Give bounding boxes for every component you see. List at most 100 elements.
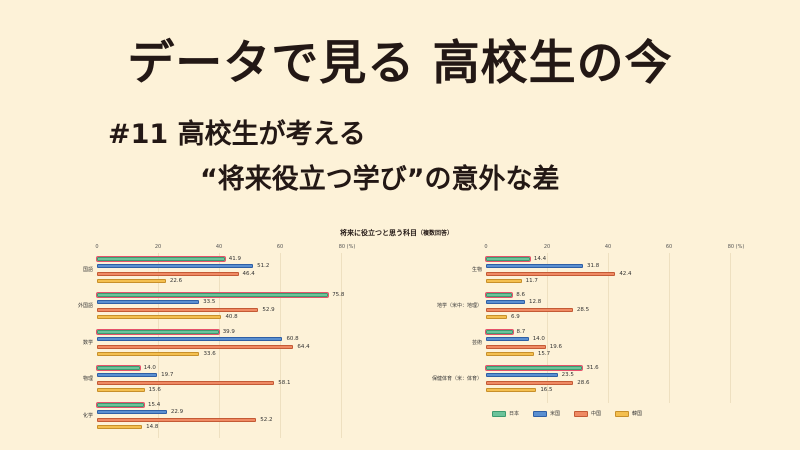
value-label: 52.2 [260, 416, 273, 423]
value-label: 41.9 [228, 256, 242, 262]
legend-item-china: 中国 [574, 410, 601, 417]
category-label: 生物 [471, 267, 482, 273]
value-label: 22.9 [170, 409, 184, 416]
value-label: 8.6 [516, 292, 525, 298]
value-label: 23.5 [561, 372, 574, 379]
bar-米国 [97, 337, 283, 342]
bar-日本 [485, 256, 531, 262]
category-label: 保健体育（米：体育） [431, 376, 482, 382]
legend-swatch-icon [492, 410, 506, 417]
value-label: 31.6 [586, 365, 599, 371]
value-label: 28.5 [576, 306, 590, 313]
bar-韓国 [97, 425, 143, 430]
bar-日本 [485, 329, 514, 335]
legend-label: 中国 [591, 411, 602, 417]
value-label: 28.6 [577, 379, 590, 386]
value-label: 40.8 [225, 314, 238, 321]
value-label: 15.4 [147, 402, 161, 408]
legend-label: 米国 [550, 411, 561, 417]
axis-tick-label: 20 [543, 244, 551, 250]
value-label: 22.6 [169, 278, 183, 285]
value-label: 46.4 [242, 270, 255, 277]
chart-title-text: 将来に役立つと思う科目 [340, 229, 417, 237]
bar-中国 [97, 417, 257, 422]
category-label: 地学（米中：地理） [436, 303, 482, 309]
bar-米国 [486, 373, 558, 378]
chart-title-note: （複数回答） [417, 230, 454, 237]
grid-line [730, 253, 731, 403]
value-label: 14.8 [146, 424, 159, 431]
bar-米国 [486, 300, 526, 305]
bar-韓国 [97, 315, 222, 320]
bar-米国 [97, 300, 200, 305]
bar-米国 [486, 264, 583, 269]
legend-swatch-icon [615, 410, 630, 417]
value-label: 6.9 [511, 314, 520, 321]
category-label: 物理 [82, 376, 93, 382]
value-label: 8.7 [516, 329, 526, 335]
value-label: 33.5 [203, 299, 216, 306]
legend-item-us: 米国 [533, 410, 560, 417]
category-label: 芸術 [471, 340, 482, 346]
value-label: 58.1 [278, 379, 291, 386]
axis-tick-label: 40 [215, 244, 223, 250]
bar-米国 [97, 373, 158, 378]
value-label: 51.2 [257, 263, 270, 270]
bar-韓国 [486, 352, 534, 357]
bar-日本 [96, 365, 141, 371]
bar-米国 [97, 410, 167, 415]
axis-tick-label: 80 (%) [338, 244, 356, 250]
bar-韓国 [97, 388, 145, 393]
bar-日本 [96, 329, 220, 335]
axis-tick-label: 60 [276, 244, 284, 250]
bar-韓国 [486, 388, 537, 393]
value-label: 11.7 [525, 278, 538, 285]
legend-item-japan: 日本 [492, 410, 519, 417]
value-label: 14.0 [532, 336, 545, 343]
value-label: 42.4 [619, 270, 632, 277]
subtitle-line-2: “将来役立つ学び”の意外な差 [200, 164, 560, 195]
bar-中国 [486, 344, 546, 349]
bar-米国 [97, 264, 254, 269]
axis-tick-label: 0 [95, 244, 99, 250]
grid-line [608, 253, 609, 403]
value-label: 15.6 [148, 387, 161, 394]
bar-中国 [486, 271, 616, 276]
bar-韓国 [97, 279, 166, 284]
bar-韓国 [97, 352, 200, 357]
axis-tick-label: 0 [484, 244, 488, 250]
bar-韓国 [486, 279, 522, 284]
axis-tick-label: 60 [665, 244, 673, 250]
bar-日本 [484, 365, 584, 371]
value-label: 14.0 [143, 365, 156, 371]
legend-swatch-icon [533, 410, 548, 417]
category-label: 化学 [82, 413, 93, 419]
bar-日本 [96, 402, 145, 408]
value-label: 12.8 [529, 299, 542, 306]
bar-中国 [486, 307, 573, 312]
bar-中国 [97, 380, 275, 385]
value-label: 31.8 [586, 263, 600, 270]
bar-日本 [95, 292, 330, 298]
legend-label: 韓国 [632, 411, 643, 417]
grid-line [341, 253, 342, 438]
chart-panel-right: 0 20 40 60 80 (%) 生物 14.4 31.8 42.4 11.7 地学（米中：地理）… [0, 244, 800, 434]
page-title: データで見る 高校生の今 [127, 36, 673, 91]
legend-item-korea: 韓国 [615, 410, 642, 417]
category-label: 国語 [82, 267, 93, 273]
bar-日本 [96, 256, 226, 262]
legend-label: 日本 [509, 411, 520, 417]
category-label: 外国語 [77, 303, 93, 309]
axis-tick-label: 20 [154, 244, 162, 250]
chart-panel-left: 0 20 40 60 80 (%) 国語 41.9 51.2 46.4 22.6 外国語 75.8 33… [0, 244, 400, 438]
bar-中国 [97, 271, 239, 276]
chart-title: 将来に役立つと思う科目（複数回答） [340, 228, 453, 238]
value-label: 19.6 [549, 343, 563, 350]
subtitle-line-1: #11 高校生が考える [108, 119, 366, 150]
value-label: 52.9 [262, 306, 275, 313]
value-label: 16.5 [540, 387, 553, 394]
bar-日本 [484, 292, 514, 298]
bar-米国 [486, 337, 529, 342]
bar-韓国 [486, 315, 508, 320]
bar-中国 [97, 344, 294, 349]
